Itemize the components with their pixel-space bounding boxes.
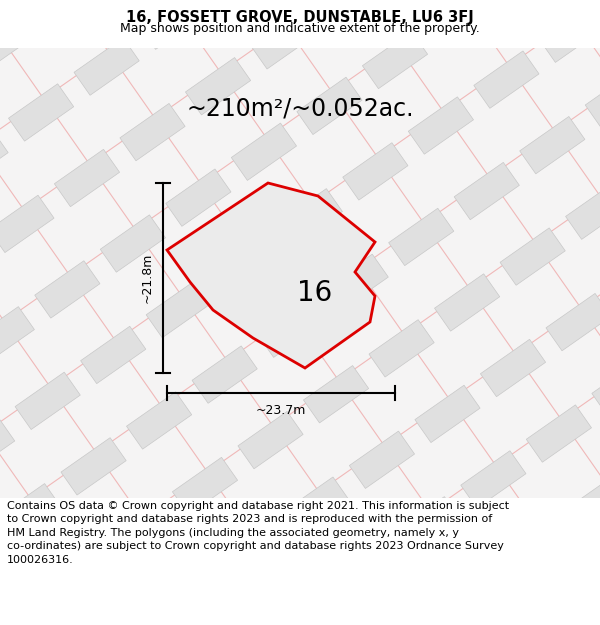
Polygon shape [0, 18, 28, 76]
Polygon shape [74, 38, 139, 95]
Text: Contains OS data © Crown copyright and database right 2021. This information is : Contains OS data © Crown copyright and d… [7, 501, 509, 565]
Polygon shape [61, 438, 126, 495]
Polygon shape [304, 366, 368, 423]
Polygon shape [415, 385, 480, 442]
Polygon shape [166, 169, 231, 226]
Polygon shape [277, 189, 343, 246]
Polygon shape [546, 294, 600, 351]
Polygon shape [585, 71, 600, 128]
Polygon shape [428, 0, 493, 42]
Polygon shape [369, 319, 434, 377]
Polygon shape [572, 471, 600, 528]
Polygon shape [185, 58, 251, 115]
Polygon shape [232, 123, 296, 181]
Polygon shape [167, 183, 375, 368]
Polygon shape [506, 516, 572, 574]
Polygon shape [539, 5, 600, 62]
Polygon shape [218, 523, 283, 580]
Polygon shape [297, 78, 362, 134]
Polygon shape [0, 307, 34, 364]
Text: ~210m²/~0.052ac.: ~210m²/~0.052ac. [186, 96, 414, 120]
Text: Map shows position and indicative extent of the property.: Map shows position and indicative extent… [120, 21, 480, 34]
Polygon shape [500, 228, 565, 285]
Polygon shape [107, 503, 172, 561]
Polygon shape [343, 142, 408, 200]
Polygon shape [389, 208, 454, 266]
Polygon shape [172, 458, 238, 515]
Polygon shape [120, 103, 185, 161]
Text: 16, FOSSETT GROVE, DUNSTABLE, LU6 3FJ: 16, FOSSETT GROVE, DUNSTABLE, LU6 3FJ [126, 9, 474, 24]
Polygon shape [0, 484, 61, 541]
Polygon shape [434, 274, 500, 331]
Polygon shape [212, 234, 277, 292]
Polygon shape [408, 97, 473, 154]
Polygon shape [349, 431, 415, 489]
Polygon shape [526, 405, 592, 462]
Polygon shape [8, 84, 74, 141]
Polygon shape [566, 182, 600, 239]
Polygon shape [0, 129, 8, 187]
Polygon shape [257, 300, 323, 358]
Polygon shape [395, 497, 460, 554]
Polygon shape [362, 31, 428, 89]
Polygon shape [35, 261, 100, 318]
Text: ~23.7m: ~23.7m [256, 404, 306, 418]
Polygon shape [100, 215, 166, 272]
Polygon shape [192, 346, 257, 403]
Polygon shape [284, 477, 349, 534]
Polygon shape [140, 0, 205, 49]
Polygon shape [454, 162, 520, 220]
Polygon shape [474, 51, 539, 108]
Polygon shape [317, 0, 382, 23]
Text: ~21.8m: ~21.8m [140, 253, 154, 303]
Polygon shape [251, 12, 316, 69]
Polygon shape [28, 0, 94, 30]
Polygon shape [15, 372, 80, 429]
Polygon shape [461, 451, 526, 508]
Polygon shape [55, 149, 119, 207]
Polygon shape [323, 254, 388, 311]
Polygon shape [520, 116, 585, 174]
Polygon shape [0, 418, 15, 476]
Polygon shape [127, 392, 192, 449]
Polygon shape [592, 359, 600, 416]
Polygon shape [0, 195, 54, 252]
Polygon shape [481, 339, 545, 397]
Polygon shape [238, 411, 303, 469]
Text: 16: 16 [297, 279, 332, 307]
Polygon shape [80, 326, 146, 384]
Polygon shape [146, 281, 211, 338]
